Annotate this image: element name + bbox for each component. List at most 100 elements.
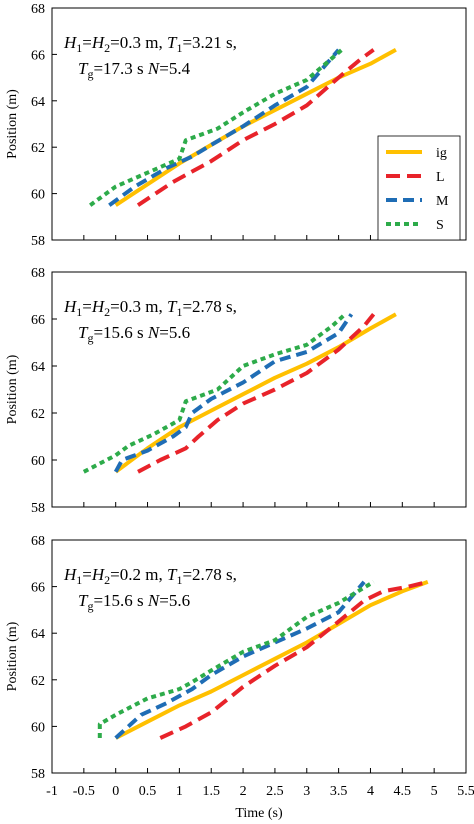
y-tick-label: 64 [31,627,45,642]
annotation-line-1: H1=H2=0.3 m, T1=2.78 s, [63,297,237,319]
y-tick-label: 58 [31,767,45,782]
annotation-part: =5.6 [159,323,190,342]
annotation-line-1: H1=H2=0.3 m, T1=3.21 s, [63,33,237,55]
annotation-line-1: H1=H2=0.2 m, T1=2.78 s, [63,565,237,587]
annotation-part: T [78,59,89,78]
legend-label-m: M [436,194,449,209]
annotation-part: g [87,331,93,345]
y-tick-label: 60 [31,188,45,203]
x-tick-label: -0.5 [73,784,95,799]
series-line-ig [114,312,397,474]
annotation-part: T [78,591,89,610]
annotation-part: 1 [176,41,182,55]
y-tick-label: 64 [31,360,45,375]
series-line-m [108,48,341,207]
annotation-part: 1 [76,573,82,587]
y-tick-label: 66 [31,48,45,63]
annotation-part: T [167,565,178,584]
x-tick-label: 4.5 [394,784,412,799]
series-line-s [82,312,347,474]
annotation-part: =0.3 m, [110,33,167,52]
annotation-line-2: Tg=15.6 s N=5.6 [78,591,190,613]
annotation-part: =5.6 [159,591,190,610]
x-tick-label: 0 [112,784,119,799]
y-tick-label: 58 [31,501,45,516]
x-tick-label: 4 [367,784,374,799]
annotation-part: =3.21 s, [182,33,236,52]
annotation-part: 1 [176,305,182,319]
plot-frame [51,7,467,241]
series-line-s [97,580,375,738]
y-tick-label: 62 [31,674,45,689]
annotation-part: H [91,297,106,316]
annotation-part: H [63,297,78,316]
y-tick-label: 66 [31,313,45,328]
annotation-part: =0.2 m, [110,565,167,584]
series-line-m [113,313,354,473]
annotation-part: g [87,599,93,613]
panel-3: 58 60 62 64 66 68 Position (m) H1=H2=0.2 m, T1=… [5,534,474,821]
y-tick-label: 62 [31,407,45,422]
x-tick-label: 3 [303,784,310,799]
annotation-part: N [147,591,161,610]
annotation-part: N [147,59,161,78]
annotation-line-2: Tg=15.6 s N=5.6 [78,323,190,345]
annotation-part: T [78,323,89,342]
annotation-part: T [167,33,178,52]
x-tick-label: 1 [176,784,183,799]
y-tick-label: 68 [31,534,45,549]
series-line-ig [114,580,429,740]
x-tick-label: 2 [240,784,247,799]
annotation-part: =0.3 m, [110,297,167,316]
plot-frame [51,539,467,774]
y-axis-title: Position (m) [5,354,20,424]
x-tick-label: 5.5 [457,784,474,799]
annotation-part: 2 [104,573,110,587]
y-tick-label: 58 [31,234,45,249]
annotation-part: H [63,33,78,52]
annotation-line-2: Tg=17.3 s N=5.4 [78,59,191,81]
legend-label-ig: ig [436,146,447,161]
annotation-part: = [82,297,92,316]
series-line-s [89,48,344,207]
x-tick-label: -1 [46,784,58,799]
annotation-part: H [91,33,106,52]
plot-frame [51,271,467,508]
legend-label-s: S [436,218,444,233]
x-tick-label: 0.5 [139,784,157,799]
annotation-part: 1 [76,305,82,319]
annotation-part: N [147,323,161,342]
series-line-l [137,313,376,474]
annotation-part: =5.4 [159,59,190,78]
series-line-m [114,580,366,740]
y-tick-label: 60 [31,720,45,735]
annotation-part: = [82,33,92,52]
annotation-part: g [87,67,93,81]
y-tick-label: 64 [31,95,45,110]
x-tick-label: 1.5 [202,784,220,799]
y-tick-label: 66 [31,581,45,596]
y-tick-label: 62 [31,141,45,156]
y-axis-title: Position (m) [5,621,20,691]
annotation-part: 2 [104,41,110,55]
x-tick-label: 5 [431,784,438,799]
annotation-part: 1 [76,41,82,55]
y-tick-label: 68 [31,2,45,17]
legend-label-l: L [436,170,445,185]
annotation-part: T [167,297,178,316]
x-tick-label: 3.5 [330,784,348,799]
x-axis-title: Time (s) [235,806,283,821]
annotation-part: H [91,565,106,584]
annotation-part: =2.78 s, [182,565,236,584]
legend: ig LMS [377,135,461,241]
series-line-l [159,579,429,740]
x-tick-label: 2.5 [266,784,284,799]
annotation-part: =17.3 s [93,59,147,78]
y-tick-label: 68 [31,266,45,281]
annotation-part: H [63,565,78,584]
annotation-part: =15.6 s [93,323,147,342]
annotation-part: 1 [176,573,182,587]
